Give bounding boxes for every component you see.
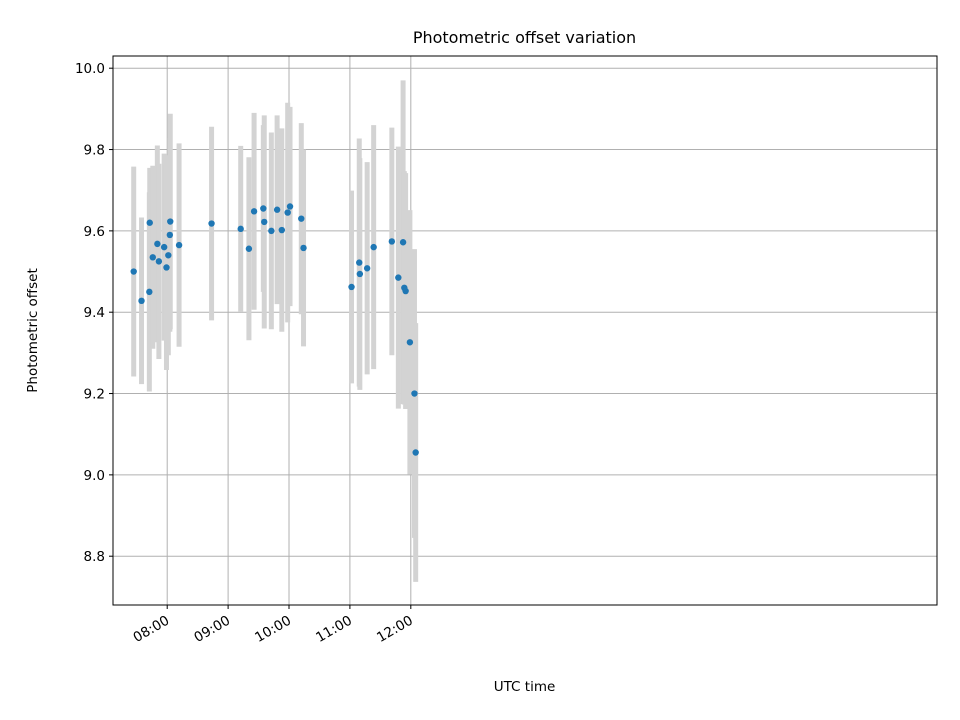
y-tick-label: 9.6 (84, 224, 105, 240)
data-point (237, 225, 244, 233)
y-tick-label: 9.4 (84, 305, 105, 321)
data-point (138, 297, 145, 305)
data-point (388, 238, 396, 245)
data-point (155, 258, 163, 265)
data-point (166, 231, 174, 239)
data-point (395, 274, 402, 281)
data-point (406, 339, 414, 346)
y-tick-label: 8.8 (84, 549, 105, 565)
data-point (208, 220, 215, 227)
data-point (356, 270, 364, 278)
y-tick-label: 9.2 (84, 387, 105, 403)
data-point (260, 205, 267, 212)
data-point (286, 203, 294, 210)
data-point (149, 254, 156, 261)
data-point (160, 243, 168, 251)
data-point (370, 243, 377, 251)
data-point (273, 206, 281, 213)
data-point (268, 227, 275, 235)
y-axis-label: Photometric offset (25, 268, 41, 392)
x-axis-label: UTC time (494, 679, 556, 695)
data-point (250, 208, 258, 215)
data-point (363, 265, 371, 272)
data-point (146, 219, 153, 226)
data-points (130, 203, 419, 456)
data-point (300, 244, 307, 252)
data-point (402, 287, 409, 295)
y-axis-ticks: 8.8 9.0 9.2 9.4 9.6 9.8 10.0 (75, 61, 113, 565)
data-point (245, 245, 253, 252)
data-point (154, 240, 161, 248)
data-point (165, 252, 172, 259)
y-tick-label: 10.0 (75, 61, 105, 77)
data-point (278, 226, 285, 234)
data-point (412, 449, 419, 456)
data-point (298, 215, 305, 222)
data-point (130, 268, 137, 275)
data-point (175, 241, 183, 249)
chart-title: Photometric offset variation (413, 28, 636, 47)
data-point (399, 239, 407, 246)
y-tick-label: 9.8 (84, 143, 105, 159)
y-tick-label: 9.0 (84, 468, 105, 484)
data-point (411, 390, 418, 397)
data-point (348, 283, 355, 291)
data-point (284, 209, 291, 216)
data-point (356, 259, 363, 266)
data-point (146, 288, 153, 296)
data-point (167, 218, 174, 225)
data-point (163, 264, 170, 271)
data-point (261, 218, 268, 226)
plot-frame (112, 55, 938, 606)
